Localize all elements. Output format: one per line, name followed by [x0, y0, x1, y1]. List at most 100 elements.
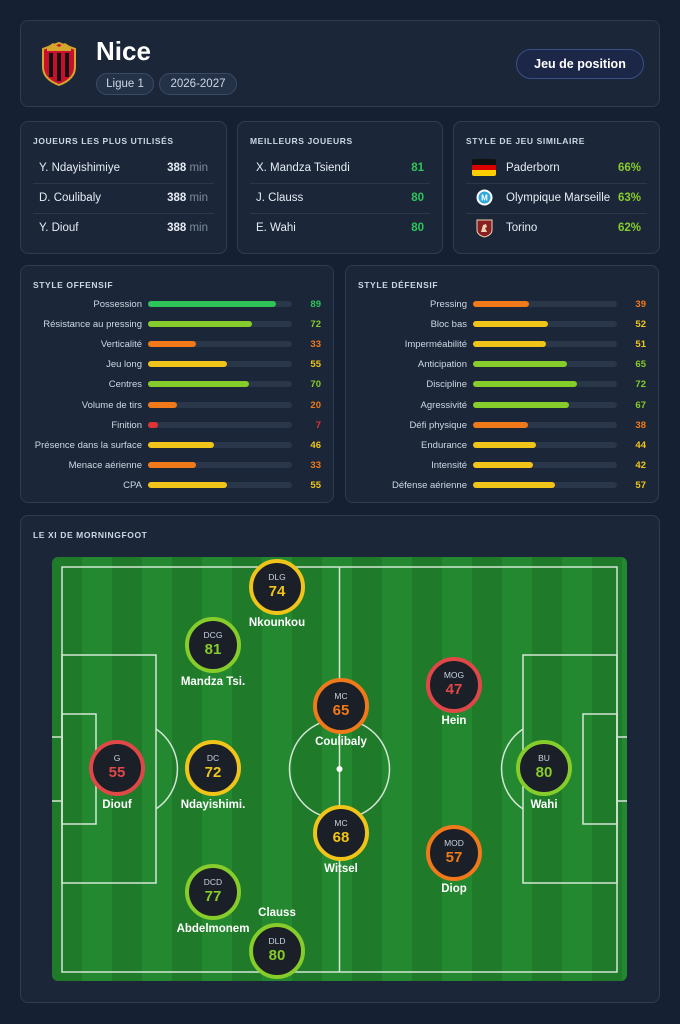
best-players-card: MEILLEURS JOUEURS X. Mandza Tsiendi 81 J… — [237, 121, 443, 254]
style-metric-row: Intensité 42 — [346, 456, 658, 476]
metric-label: Volume de tirs — [81, 399, 142, 411]
metric-bar-fill — [148, 461, 196, 468]
season-chip[interactable]: 2026-2027 — [159, 73, 237, 95]
metric-label: Intensité — [431, 459, 467, 471]
player-position: MC — [334, 691, 348, 701]
metric-bar-track — [473, 421, 617, 428]
player-badge[interactable]: G 55 — [89, 740, 145, 796]
player-position: MOG — [443, 670, 465, 680]
metric-bar-track — [148, 301, 292, 307]
metric-bar-fill — [473, 461, 534, 468]
player-badge[interactable]: DCG 81 — [185, 617, 241, 673]
player-rating: 55 — [108, 764, 126, 781]
germany-flag-icon — [472, 159, 496, 176]
metric-value: 20 — [310, 399, 321, 411]
metric-bar-track — [473, 361, 617, 368]
metric-bar-fill — [473, 321, 548, 328]
player-name: Wahi — [530, 799, 558, 811]
metric-value: 7 — [315, 419, 321, 431]
metric-value: 65 — [635, 359, 646, 371]
metric-label: Anticipation — [417, 359, 467, 371]
metric-bar-fill — [473, 301, 530, 307]
list-item[interactable]: M Olympique Marseille 63% — [466, 184, 647, 214]
metric-label: CPA — [123, 479, 142, 491]
player-rating: 47 — [445, 681, 463, 698]
style-metric-row: Défi physique 38 — [346, 416, 658, 436]
style-metric-row: CPA 55 — [21, 476, 333, 496]
metric-value: 89 — [310, 299, 321, 310]
metric-bar-track — [148, 421, 292, 428]
most-used-players-card: JOUEURS LES PLUS UTILISÉS Y. Ndayishimiy… — [20, 121, 227, 254]
list-item[interactable]: X. Mandza Tsiendi 81 — [250, 154, 430, 184]
player-rating: 81 — [204, 641, 222, 658]
player-badge[interactable]: DLD 80 — [249, 923, 305, 979]
player-badge[interactable]: DLG 74 — [249, 559, 305, 615]
metric-bar-track — [148, 481, 292, 488]
metric-bar-track — [148, 441, 292, 448]
metric-bar-fill — [148, 401, 177, 408]
list-item[interactable]: D. Coulibaly 388 min — [33, 184, 214, 214]
metric-bar-fill — [473, 481, 556, 488]
player-badge[interactable]: DC 72 — [185, 740, 241, 796]
player-name: Diouf — [102, 799, 132, 811]
player-badge[interactable]: MC 68 — [313, 805, 369, 861]
style-metric-row: Discipline 72 — [346, 375, 658, 395]
metric-label: Centres — [108, 379, 142, 391]
list-item[interactable]: Paderborn 66% — [466, 154, 647, 184]
metric-bar-fill — [148, 301, 277, 307]
metric-bar-track — [473, 321, 617, 328]
ogc-nice-crest-icon — [42, 41, 76, 87]
metric-value: 39 — [635, 299, 646, 310]
metric-bar-fill — [148, 421, 159, 428]
svg-text:M: M — [481, 194, 488, 203]
player-name: X. Mandza Tsiendi — [256, 162, 350, 174]
team-header: Nice Ligue 1 2026-2027 Jeu de position — [20, 20, 660, 107]
metric-bar-track — [473, 301, 617, 307]
style-metric-row: Bloc bas 52 — [346, 315, 658, 335]
player-badge[interactable]: MOD 57 — [426, 825, 482, 881]
metric-bar-track — [148, 381, 292, 388]
minutes-value: 388 min — [167, 222, 208, 234]
metric-value: 44 — [635, 439, 646, 451]
list-item[interactable]: E. Wahi 80 — [250, 214, 430, 244]
player-badge[interactable]: BU 80 — [516, 740, 572, 796]
player-name: Mandza Tsi. — [180, 676, 246, 688]
league-chip[interactable]: Ligue 1 — [96, 73, 154, 95]
torino-crest-icon — [476, 219, 493, 238]
metric-value: 55 — [310, 359, 321, 371]
offensive-style-card: STYLE OFFENSIF Possession 89 Résistance au… — [20, 265, 334, 503]
style-metric-row: Finition 7 — [21, 416, 333, 436]
metric-value: 55 — [310, 479, 321, 491]
metric-value: 33 — [310, 459, 321, 471]
player-name: Hein — [441, 715, 467, 727]
player-position: BU — [538, 753, 550, 763]
metric-label: Défi physique — [409, 419, 467, 431]
player-rating: 68 — [332, 829, 350, 846]
metric-label: Résistance au pressing — [43, 319, 142, 331]
team-name: Torino — [506, 222, 538, 234]
player-rating: 80 — [268, 947, 286, 964]
pitch-markings — [52, 566, 627, 973]
game-style-button[interactable]: Jeu de position — [516, 49, 644, 79]
style-metric-row: Défense aérienne 57 — [346, 476, 658, 496]
player-badge[interactable]: DCD 77 — [185, 864, 241, 920]
similarity-value: 63% — [617, 192, 641, 204]
list-item[interactable]: J. Clauss 80 — [250, 184, 430, 214]
list-item[interactable]: Torino 62% — [466, 214, 647, 244]
section-title: LE XI DE MORNINGFOOT — [33, 530, 148, 540]
style-metric-row: Anticipation 65 — [346, 355, 658, 375]
metric-label: Bloc bas — [430, 319, 467, 331]
metric-bar-track — [148, 361, 292, 368]
section-title: STYLE OFFENSIF — [33, 280, 114, 290]
metric-label: Pressing — [430, 299, 467, 310]
rating-value: 80 — [411, 192, 424, 204]
metric-label: Présence dans la surface — [34, 439, 142, 451]
list-item[interactable]: Y. Ndayishimiye 388 min — [33, 154, 214, 184]
metric-value: 51 — [635, 339, 646, 351]
section-title: MEILLEURS JOUEURS — [250, 136, 353, 146]
metric-label: Finition — [111, 419, 142, 431]
player-badge[interactable]: MC 65 — [313, 678, 369, 734]
player-name: E. Wahi — [256, 222, 296, 234]
player-badge[interactable]: MOG 47 — [426, 657, 482, 713]
list-item[interactable]: Y. Diouf 388 min — [33, 214, 214, 244]
